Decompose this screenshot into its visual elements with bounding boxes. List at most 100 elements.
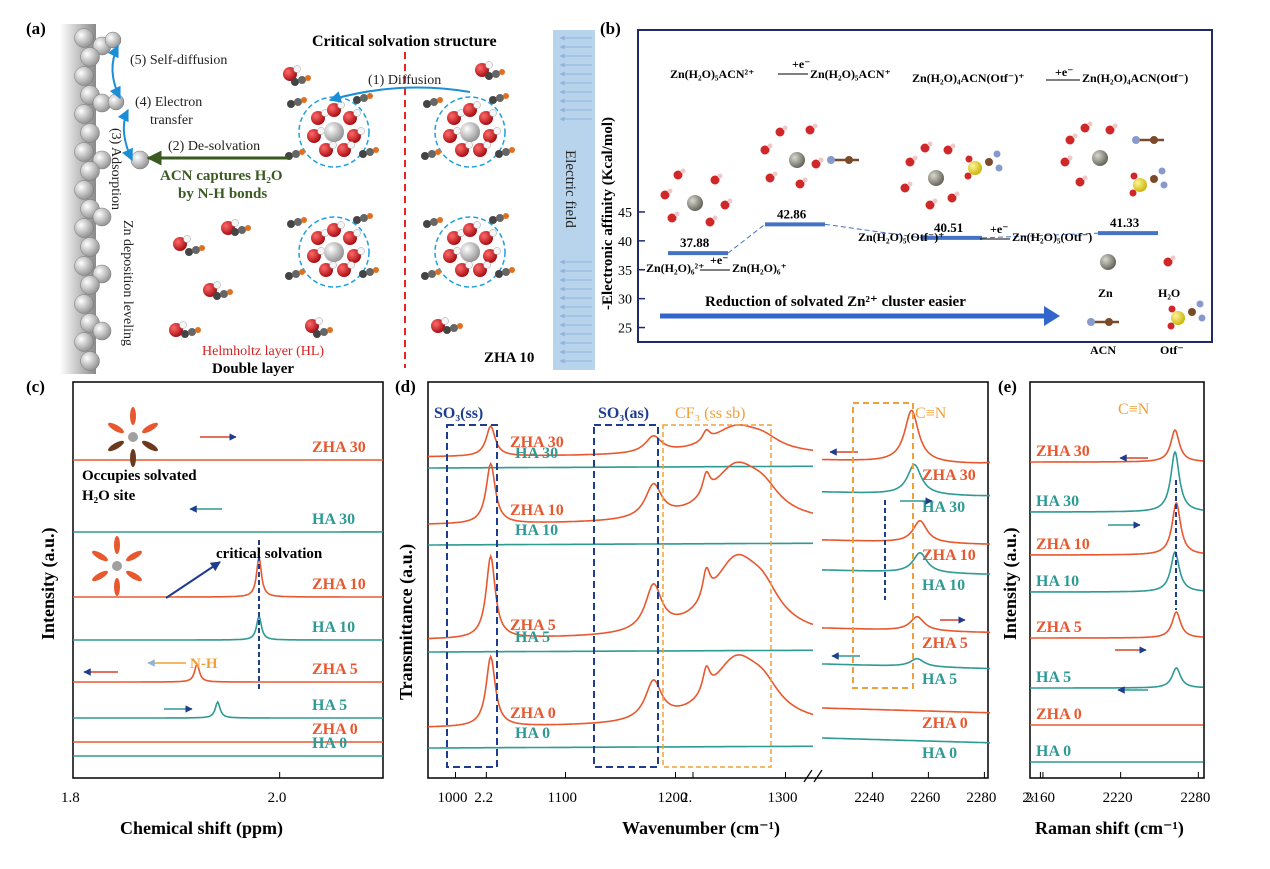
water-hydrogen [454, 248, 461, 255]
water-hydrogen [494, 128, 501, 135]
zha10-label: ZHA 10 [484, 350, 534, 366]
raman-label: HA 10 [1036, 573, 1079, 590]
cn-box [853, 403, 913, 688]
nmr-label: HA 10 [312, 619, 355, 636]
acn-carbon [359, 150, 367, 158]
zn-sphere [75, 105, 94, 124]
acn-nitrogen [305, 75, 311, 81]
c-xtick-label: 2.0 [268, 790, 287, 806]
water-hydrogen [338, 222, 345, 229]
acn-carbon [423, 100, 431, 108]
d-xtick-label: 2240 [854, 790, 884, 806]
self-diffusion-arrow [112, 46, 120, 98]
water-hydrogen [318, 248, 325, 255]
energy-level-value: 42.86 [777, 206, 807, 221]
b-zn [687, 195, 703, 211]
acn-carbon [185, 248, 193, 256]
acn-nitrogen [499, 69, 505, 75]
acn-carbon [492, 70, 500, 78]
b-water-h [675, 212, 680, 217]
b-water-h [1113, 124, 1118, 129]
c-xtick-label: 2.2 [474, 790, 493, 806]
cf3-label: CF₃ (ss sb) [675, 405, 745, 422]
acn-carbon [292, 270, 300, 278]
energy-level-value: 41.33 [1110, 215, 1140, 230]
nmr-label: ZHA 30 [312, 439, 366, 456]
b-water-h [768, 144, 773, 149]
acn-carbon [421, 152, 429, 160]
acn-carbon [502, 268, 510, 276]
zn-sphere [93, 322, 111, 340]
panel-d-ylabel: Transmittance (a.u.) [396, 544, 417, 700]
eq2-left: Zn(H₂O)₄ACN(Otf⁻)⁺ [912, 71, 1025, 85]
b-otf-o [1168, 323, 1175, 330]
eq4-e: +e⁻ [710, 253, 729, 267]
ftir-curve-right [822, 708, 990, 713]
e-xtick-label: 2220 [1103, 790, 1133, 806]
b-ytick-label: 35 [618, 264, 632, 279]
b-water-h [783, 126, 788, 131]
water-hydrogen [316, 318, 323, 325]
b-water-h [713, 216, 718, 221]
flower-icon-six [107, 407, 160, 467]
ftir-label-right: ZHA 5 [922, 635, 968, 652]
legend-otf: Otf⁻ [1160, 343, 1184, 357]
b-acn-c [1150, 136, 1158, 144]
e-xtick-label: 2280 [1180, 790, 1210, 806]
e-xtick-label: 2160 [1025, 790, 1055, 806]
b-ytick-label: 45 [618, 206, 632, 221]
ftir-curve-left [428, 655, 813, 727]
ftir-curve-right [822, 659, 990, 669]
b-water-h [681, 169, 686, 174]
water-hydrogen [494, 248, 501, 255]
acn-nitrogen [509, 147, 515, 153]
raman-label: HA 5 [1036, 669, 1071, 686]
zn-sphere [81, 238, 100, 257]
zn-sphere [75, 295, 94, 314]
acn-carbon [496, 214, 504, 222]
acn-nitrogen [373, 267, 379, 273]
acn-carbon [313, 330, 321, 338]
water-hydrogen [354, 230, 361, 237]
step-desolvation: (2) De-solvation [168, 139, 260, 154]
acn-nitrogen [367, 93, 373, 99]
acn-nitrogen [301, 217, 307, 223]
zn-sphere [81, 48, 100, 67]
occupies-text-2: H₂O site [82, 488, 136, 504]
acn-nitrogen [245, 225, 251, 231]
panel-d-letter: (d) [395, 377, 416, 396]
b-water-h [933, 199, 938, 204]
b-water-h [1083, 176, 1088, 181]
acn-nitrogen [367, 213, 373, 219]
acn-nitrogen [327, 327, 333, 333]
zn-sphere [75, 67, 94, 86]
acn-nitrogen [509, 267, 515, 273]
b-water-h [1088, 122, 1093, 127]
c-xtick-label: 1.8 [61, 790, 80, 806]
acn-carbon [291, 78, 299, 86]
water-hydrogen [338, 102, 345, 109]
zn-sphere [75, 143, 94, 162]
acn-nitrogen [301, 97, 307, 103]
b-ytick-label: 40 [618, 235, 632, 250]
water-hydrogen [294, 66, 301, 73]
acn-carbon [360, 214, 368, 222]
acn-carbon [430, 98, 438, 106]
ftir-label-right: HA 5 [922, 671, 957, 688]
acn-nitrogen [195, 327, 201, 333]
d-xtick-label: 1000 [438, 790, 468, 806]
b-zn [789, 152, 805, 168]
water-hydrogen [484, 142, 491, 149]
water-hydrogen [348, 142, 355, 149]
b-acn-c [845, 156, 853, 164]
ftir-curve-left [428, 746, 813, 748]
critical-solvation-arrow [166, 562, 220, 598]
critical-solvation-title: Critical solvation structure [312, 33, 497, 50]
acn-nitrogen [299, 149, 305, 155]
water-hydrogen [474, 222, 481, 229]
acn-carbon [502, 148, 510, 156]
water-hydrogen [180, 322, 187, 329]
zn-sphere [75, 219, 94, 238]
